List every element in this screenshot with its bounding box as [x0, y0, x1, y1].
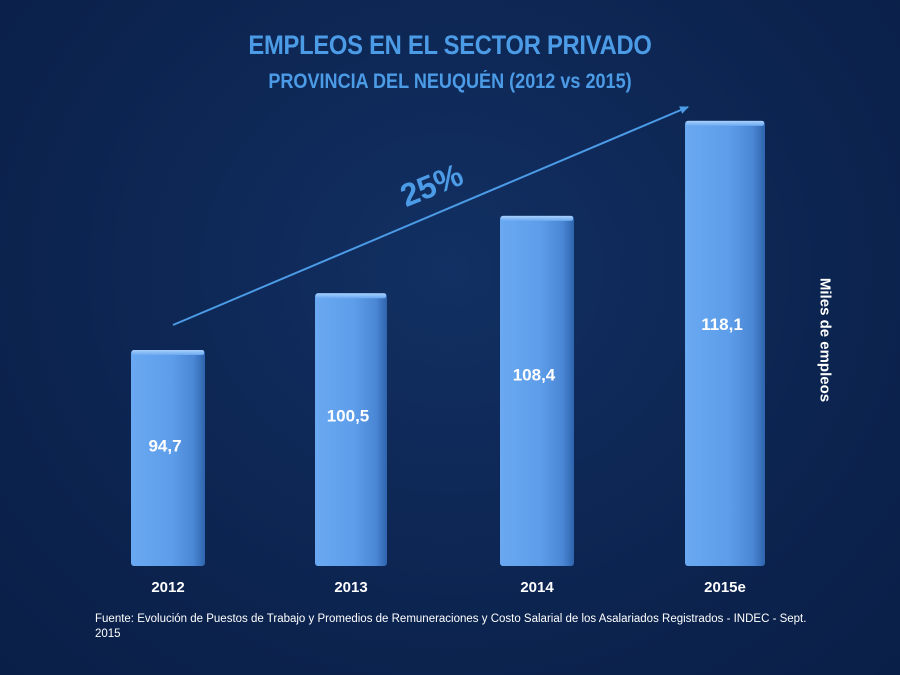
source-note: Fuente: Evolución de Puestos de Trabajo …	[95, 613, 807, 640]
chart-subtitle: PROVINCIA DEL NEUQUÉN (2012 vs 2015)	[268, 70, 632, 93]
value-label: 100,5	[327, 406, 370, 425]
y-axis-label: Miles de empleos	[816, 277, 834, 403]
value-label: 108,4	[513, 365, 556, 384]
x-tick-label: 2013	[334, 579, 367, 596]
bar-2012	[131, 350, 205, 566]
bar-top-highlight	[686, 120, 764, 126]
x-tick-label: 2012	[151, 579, 184, 596]
trend-arrow	[172, 106, 689, 326]
x-tick-label: 2015e	[704, 579, 746, 596]
x-tick-label: 2014	[520, 579, 554, 596]
bar-top-highlight	[316, 293, 386, 299]
bar-2014	[500, 215, 574, 566]
bar-top-highlight	[501, 215, 573, 221]
bar-top-highlight	[132, 350, 204, 355]
bar-2013	[315, 293, 387, 566]
chart-title: EMPLEOS EN EL SECTOR PRIVADO	[248, 30, 652, 60]
bar-2015e	[685, 120, 765, 566]
value-label: 94,7	[148, 437, 181, 456]
value-label: 118,1	[701, 315, 743, 334]
